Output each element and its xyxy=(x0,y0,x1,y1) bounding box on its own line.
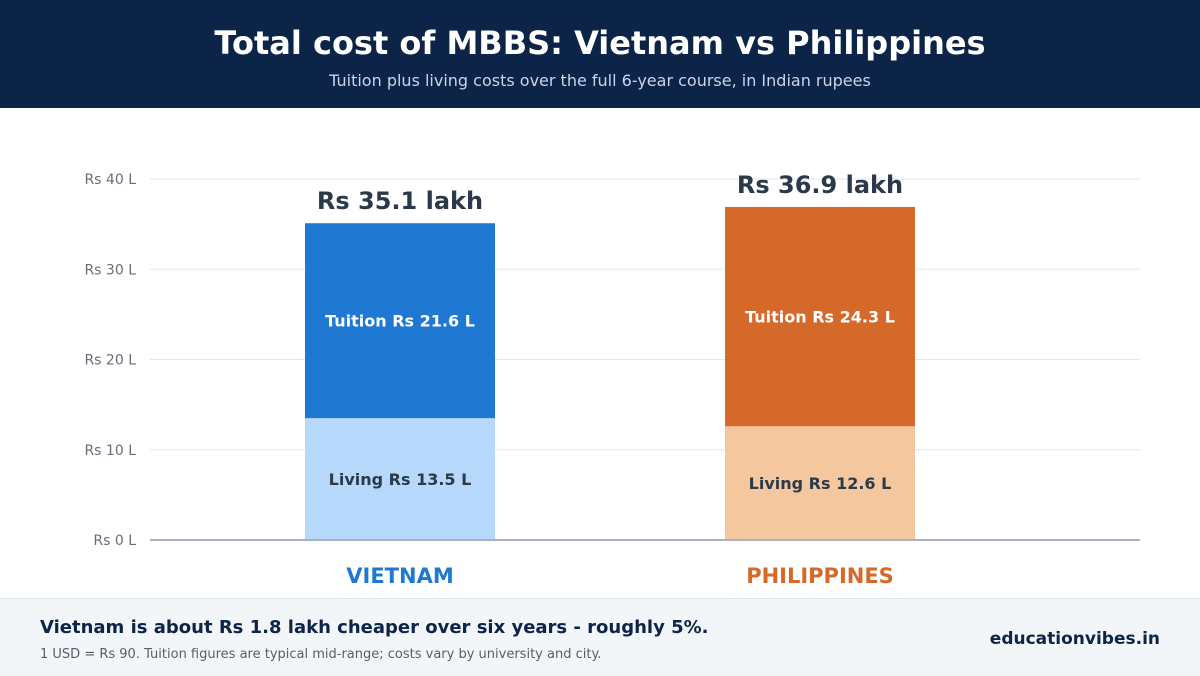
y-tick-label: Rs 20 L xyxy=(84,353,136,369)
segment-label: Tuition Rs 21.6 L xyxy=(325,312,475,331)
chart-title: Total cost of MBBS: Vietnam vs Philippin… xyxy=(214,24,986,62)
footer-headline: Vietnam is about Rs 1.8 lakh cheaper ove… xyxy=(40,617,709,638)
chart-header: Total cost of MBBS: Vietnam vs Philippin… xyxy=(0,0,1200,108)
total-label: Rs 36.9 lakh xyxy=(737,171,903,199)
y-tick-label: Rs 0 L xyxy=(93,533,136,549)
footer-note: 1 USD = Rs 90. Tuition figures are typic… xyxy=(40,647,602,662)
category-label: VIETNAM xyxy=(346,564,453,588)
bar-segment xyxy=(725,426,915,540)
stacked-bar-chart: Rs 0 L Rs 10 L Rs 20 L Rs 30 L Rs 40 L Living… xyxy=(84,171,1140,588)
bar-segment xyxy=(725,206,915,427)
y-tick-label: Rs 30 L xyxy=(84,262,136,278)
segment-label: Living Rs 12.6 L xyxy=(749,474,892,493)
bar-segment xyxy=(305,418,495,540)
y-tick-label: Rs 10 L xyxy=(84,443,136,459)
segment-label: Living Rs 13.5 L xyxy=(329,470,472,489)
footer: Vietnam is about Rs 1.8 lakh cheaper ove… xyxy=(0,598,1200,676)
segment-label: Tuition Rs 24.3 L xyxy=(745,308,895,327)
category-label: PHILIPPINES xyxy=(746,564,894,588)
brand-label: educationvibes.in xyxy=(989,629,1160,649)
chart-subtitle: Tuition plus living costs over the full … xyxy=(329,71,871,90)
total-label: Rs 35.1 lakh xyxy=(317,187,483,215)
bar-segment xyxy=(305,223,495,419)
y-tick-label: Rs 40 L xyxy=(84,172,136,188)
